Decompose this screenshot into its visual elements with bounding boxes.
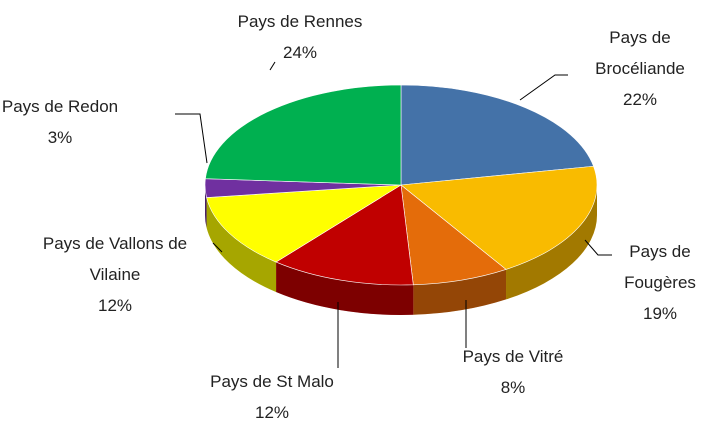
pie-plot <box>175 61 612 368</box>
value-label: 12% <box>254 403 290 422</box>
slice-label: Pays de Redon 3% <box>0 91 140 153</box>
category-name: Pays de Vallons de Vilaine <box>42 234 188 284</box>
value-label: 22% <box>622 90 658 109</box>
slice <box>206 184 402 263</box>
value-label: 24% <box>282 43 318 62</box>
slice-label: Pays de Fougères 19% <box>605 236 715 329</box>
side-shade <box>205 185 207 228</box>
slice <box>275 184 414 286</box>
category-name: Pays de Vitré <box>462 347 564 366</box>
value-label: 8% <box>500 378 526 397</box>
slice-side <box>205 185 207 228</box>
leader-line <box>584 239 612 256</box>
slice <box>205 84 402 186</box>
leader-line <box>212 242 223 253</box>
slice-label: Pays de Vallons de Vilaine 12% <box>40 228 190 321</box>
leader-line <box>175 113 208 164</box>
side-shade <box>506 185 597 300</box>
slice <box>400 84 594 186</box>
chart: Pays de Brocéliande 22% Pays de Fougères 19… <box>0 6 715 422</box>
category-name: Pays de Redon <box>1 97 119 116</box>
slice-label: Pays de Rennes 24% <box>200 6 400 68</box>
side-shade <box>413 269 507 315</box>
slice-side <box>506 185 597 300</box>
slice-side <box>276 262 414 315</box>
slice-label: Pays de Vitré 8% <box>413 341 613 403</box>
slice <box>400 184 507 286</box>
leader-line <box>269 61 276 71</box>
category-name: Pays de Rennes <box>237 12 363 31</box>
category-name: Pays de St Malo <box>210 372 334 391</box>
slice-side <box>206 197 277 293</box>
slice <box>400 165 598 270</box>
slice-label: Pays de Brocéliande 22% <box>580 22 700 115</box>
category-name: Pays de Brocéliande <box>595 28 685 78</box>
slice-side <box>413 269 507 315</box>
side-shade <box>206 197 277 293</box>
side-shade <box>276 262 414 315</box>
category-name: Pays de Fougères <box>624 242 696 292</box>
value-label: 12% <box>97 296 133 315</box>
slice-label: Pays de St Malo 12% <box>172 366 372 428</box>
leader-line <box>519 74 568 101</box>
value-label: 19% <box>642 304 678 323</box>
value-label: 3% <box>47 128 73 147</box>
